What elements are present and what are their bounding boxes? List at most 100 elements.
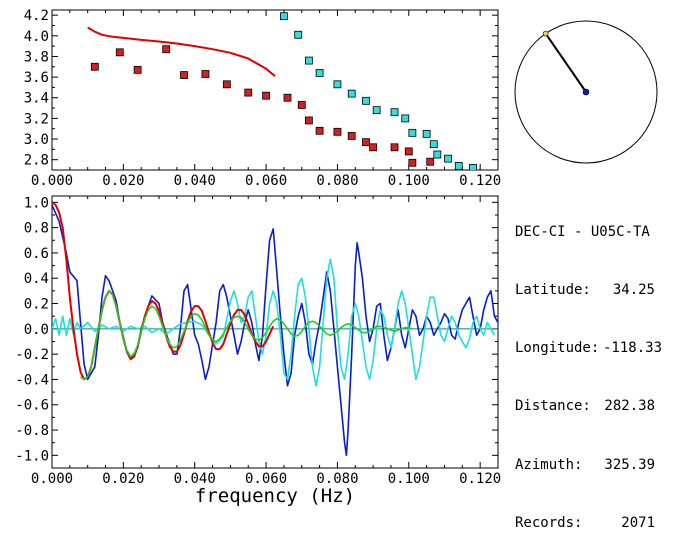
y-tick-label: 2.8 — [24, 153, 49, 169]
x-tick-label: 0.060 — [245, 471, 287, 487]
azimuth-needle — [544, 32, 587, 93]
y-tick-label: 3.0 — [24, 132, 49, 148]
x-tick-label: 0.100 — [388, 471, 430, 487]
red-data-point — [333, 127, 342, 136]
y-tick-label: -0.4 — [15, 372, 49, 388]
y-tick-label: -0.2 — [15, 347, 49, 363]
red-data-point — [90, 62, 99, 71]
y-tick-label: 4.0 — [24, 29, 49, 45]
compass-center-dot — [582, 88, 590, 96]
compass-tip-dot — [542, 30, 549, 37]
cyan-data-point — [454, 161, 463, 170]
green-series-line — [80, 290, 413, 381]
cyan-series-line — [52, 258, 496, 387]
red-data-point — [347, 132, 356, 140]
red-data-point — [283, 93, 292, 102]
x-tick-label: 0.060 — [245, 173, 287, 189]
cyan-data-point — [422, 129, 431, 138]
y-tick-label: 4.2 — [24, 8, 49, 24]
station-title: DEC-CI - U05C-TA — [515, 223, 650, 240]
info-row-latitude: Latitude: 34.25 — [515, 281, 655, 300]
longitude-label: Longitude: — [515, 340, 600, 357]
cyan-data-point — [469, 164, 477, 170]
red-data-point — [390, 143, 399, 152]
cyan-data-point — [390, 108, 399, 117]
y-tick-label: 0.2 — [24, 297, 49, 313]
cyan-data-point — [315, 69, 324, 77]
plot-area — [52, 201, 498, 457]
x-tick-label: 0.000 — [31, 173, 73, 189]
x-tick-label: 0.040 — [174, 471, 216, 487]
latitude-value: 34.25 — [612, 282, 655, 299]
red-data-point — [244, 88, 253, 97]
cyan-data-point — [433, 150, 442, 159]
y-tick-label: -0.8 — [15, 423, 49, 439]
plot-frame — [51, 9, 499, 171]
y-tick-label: 0.4 — [24, 271, 49, 287]
station-info: DEC-CI - U05C-TA Latitude: 34.25 Longitu… — [515, 184, 663, 553]
x-tick-label: 0.040 — [174, 173, 216, 189]
red-series-line — [87, 26, 276, 77]
records-value: 2071 — [621, 514, 655, 531]
distance-label: Distance: — [515, 398, 591, 415]
plot-area — [87, 12, 477, 170]
info-row-distance: Distance: 282.38 — [515, 397, 655, 416]
y-tick-label: 3.6 — [24, 70, 49, 86]
red-data-point — [304, 116, 313, 125]
red-data-point — [180, 71, 188, 79]
x-tick-label: 0.020 — [102, 173, 144, 189]
red-data-point — [369, 143, 378, 152]
info-row-longitude: Longitude: -118.33 — [515, 339, 663, 358]
longitude-value: -118.33 — [603, 340, 663, 357]
x-tick-label: 0.080 — [316, 173, 358, 189]
azimuth-compass — [514, 20, 658, 164]
x-tick-label: 0.020 — [102, 471, 144, 487]
plot-frame — [51, 195, 499, 469]
cyan-data-point — [444, 154, 452, 163]
cyan-data-point — [294, 30, 303, 39]
latitude-label: Latitude: — [515, 282, 591, 299]
cyan-data-point — [280, 12, 288, 21]
cyan-data-point — [372, 106, 381, 115]
compass-ring — [514, 20, 658, 164]
red-data-point — [262, 91, 270, 100]
red-data-point — [408, 158, 417, 167]
azimuth-label: Azimuth: — [515, 456, 583, 473]
cyan-data-point — [362, 96, 370, 105]
x-axis-label: frequency (Hz) — [195, 485, 355, 507]
red-data-point — [362, 138, 370, 147]
chart-canvas: 0.000 0.020 0.040 0.060 0.080 0.100 0.120 2.8 3.… — [15, 8, 658, 507]
cyan-data-point — [401, 114, 410, 123]
y-tick-label: 3.2 — [24, 111, 49, 127]
azimuth-value: 325.39 — [604, 456, 655, 473]
x-tick-label: 0.120 — [459, 471, 501, 487]
blue-series-line — [52, 204, 498, 457]
x-tick-label: 0.000 — [31, 471, 73, 487]
red-series-line — [52, 201, 275, 381]
y-tick-label: 0.6 — [24, 246, 49, 262]
x-tick-label: 0.120 — [459, 173, 501, 189]
cyan-data-point — [429, 140, 438, 149]
correlation-panel: 0.000 0.020 0.040 0.060 0.080 0.100 0.120 -1.0 -… — [15, 195, 501, 487]
red-data-point — [162, 45, 171, 54]
cyan-data-point — [333, 80, 342, 89]
info-row-azimuth: Azimuth: 325.39 — [515, 456, 655, 475]
y-tick-label: -0.6 — [15, 398, 49, 414]
red-data-point — [201, 70, 210, 78]
records-label: Records: — [515, 514, 583, 531]
cyan-data-point — [408, 128, 417, 137]
y-tick-label: 0.8 — [24, 221, 49, 237]
y-tick-label: 1.0 — [24, 195, 49, 211]
red-data-point — [115, 48, 124, 57]
cyan-data-point — [347, 89, 356, 98]
dispersion-panel: 0.000 0.020 0.040 0.060 0.080 0.100 0.120 2.8 3.… — [24, 8, 502, 189]
distance-value: 282.38 — [604, 398, 655, 415]
y-tick-label: 3.4 — [24, 91, 49, 107]
y-tick-label: 3.8 — [24, 49, 49, 65]
x-tick-label: 0.100 — [388, 173, 430, 189]
red-data-point — [222, 80, 231, 89]
red-data-point — [404, 147, 413, 156]
y-tick-label: -1.0 — [15, 448, 49, 464]
info-row-records: Records: 2071 — [515, 514, 655, 533]
y-tick-label: 0.0 — [24, 322, 49, 338]
